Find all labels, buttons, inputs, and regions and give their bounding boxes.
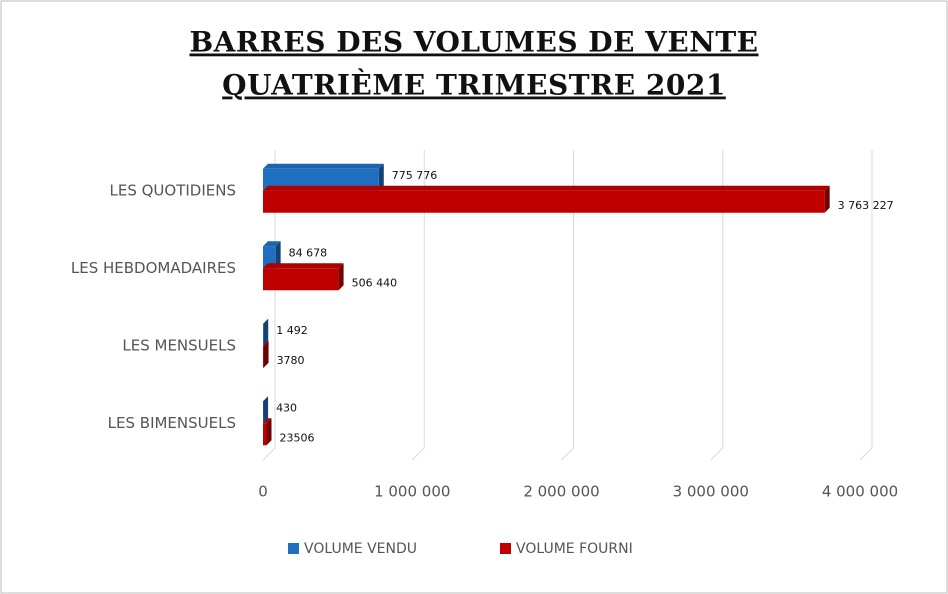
bar: [263, 168, 379, 191]
x-tick-label: 4 000 000: [822, 483, 898, 501]
bar-side: [275, 241, 281, 269]
bar: [263, 190, 825, 213]
data-label: 23506: [280, 431, 315, 444]
x-tick-label: 1 000 000: [374, 483, 450, 501]
bar-side: [263, 396, 269, 424]
bar: [263, 246, 276, 269]
bar-top: [263, 263, 344, 269]
x-tick-label: 3 000 000: [673, 483, 749, 501]
data-label: 1 492: [276, 324, 308, 337]
chart-title: QUATRIÈME TRIMESTRE 2021: [222, 69, 726, 102]
y-tick-label: LES BIMENSUELS: [108, 414, 236, 432]
bar-top: [263, 396, 269, 402]
data-label: 84 678: [289, 246, 328, 259]
grid-floor: [859, 447, 873, 461]
y-tick-label: LES QUOTIDIENS: [110, 181, 237, 199]
bar-top: [263, 185, 830, 191]
data-label: 3780: [277, 354, 305, 367]
bar-side: [263, 318, 269, 346]
legend-label: VOLUME FOURNI: [516, 541, 633, 557]
grid-floor: [710, 447, 724, 461]
bar: [263, 423, 267, 446]
data-label: 430: [276, 401, 297, 414]
chart-title: BARRES DES VOLUMES DE VENTE: [189, 26, 758, 59]
legend-swatch: [288, 543, 299, 554]
bar: [263, 345, 264, 368]
y-tick-label: LES MENSUELS: [122, 336, 236, 354]
grid-floor: [262, 447, 276, 461]
bar-side: [263, 340, 269, 368]
bar-top: [263, 340, 269, 346]
y-tick-label: LES HEBDOMADAIRES: [71, 259, 236, 277]
bar-top: [263, 163, 384, 169]
bar-top: [263, 318, 269, 324]
grid-floor: [411, 447, 425, 461]
legend-swatch: [500, 543, 511, 554]
data-label: 3 763 227: [838, 199, 894, 212]
x-tick-label: 2 000 000: [523, 483, 599, 501]
bar-side: [378, 163, 384, 191]
bar-side: [338, 263, 344, 291]
x-tick-label: 0: [258, 483, 268, 501]
bar-top: [263, 241, 281, 247]
bar-top: [263, 418, 272, 424]
data-label: 775 776: [392, 169, 438, 182]
grid-floor: [561, 447, 574, 461]
bar-side: [266, 418, 272, 446]
bar: [263, 268, 339, 291]
legend-label: VOLUME VENDU: [304, 541, 417, 557]
bar-side: [824, 185, 830, 213]
data-label: 506 440: [352, 276, 398, 289]
